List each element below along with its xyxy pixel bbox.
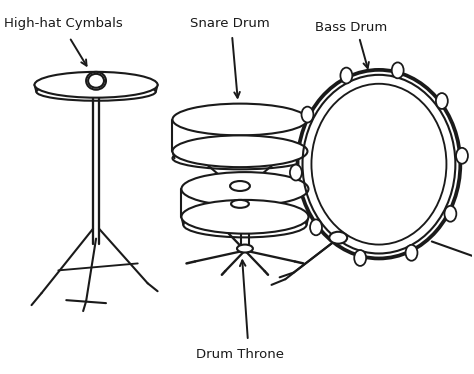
Ellipse shape — [182, 172, 309, 206]
Ellipse shape — [301, 107, 313, 123]
Ellipse shape — [173, 104, 308, 135]
Ellipse shape — [35, 72, 157, 98]
Text: High-hat Cymbals: High-hat Cymbals — [4, 17, 122, 30]
Ellipse shape — [298, 70, 460, 258]
Ellipse shape — [340, 68, 352, 83]
Ellipse shape — [183, 212, 307, 237]
Ellipse shape — [231, 200, 249, 208]
Ellipse shape — [329, 232, 347, 244]
Ellipse shape — [237, 245, 253, 252]
Ellipse shape — [230, 181, 250, 191]
Ellipse shape — [456, 148, 468, 164]
Ellipse shape — [86, 72, 106, 90]
Ellipse shape — [310, 220, 322, 235]
Ellipse shape — [36, 83, 156, 101]
Ellipse shape — [173, 147, 308, 169]
Text: Bass Drum: Bass Drum — [315, 21, 388, 34]
Ellipse shape — [182, 200, 309, 234]
Ellipse shape — [436, 93, 448, 109]
Text: Snare Drum: Snare Drum — [191, 17, 270, 30]
Ellipse shape — [88, 74, 104, 88]
Ellipse shape — [406, 245, 418, 261]
Ellipse shape — [354, 250, 366, 266]
Ellipse shape — [173, 135, 308, 167]
Ellipse shape — [445, 206, 456, 222]
Ellipse shape — [290, 165, 302, 181]
Ellipse shape — [392, 62, 404, 78]
Text: Drum Throne: Drum Throne — [196, 348, 284, 361]
Ellipse shape — [311, 84, 447, 245]
